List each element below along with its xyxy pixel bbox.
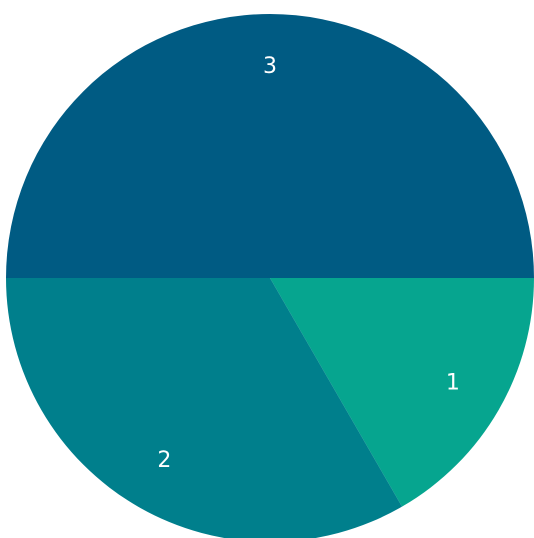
pie-slice-labels: 1 2 3 (157, 54, 460, 473)
pie-slices (6, 14, 534, 538)
pie-slice-3 (6, 14, 534, 278)
pie-slice-2 (6, 278, 402, 538)
pie-slice-label-1: 1 (446, 371, 460, 396)
pie-slice-label-2: 2 (157, 448, 171, 473)
pie-slice-label-3: 3 (263, 54, 277, 79)
pie-slice-1 (270, 278, 534, 507)
